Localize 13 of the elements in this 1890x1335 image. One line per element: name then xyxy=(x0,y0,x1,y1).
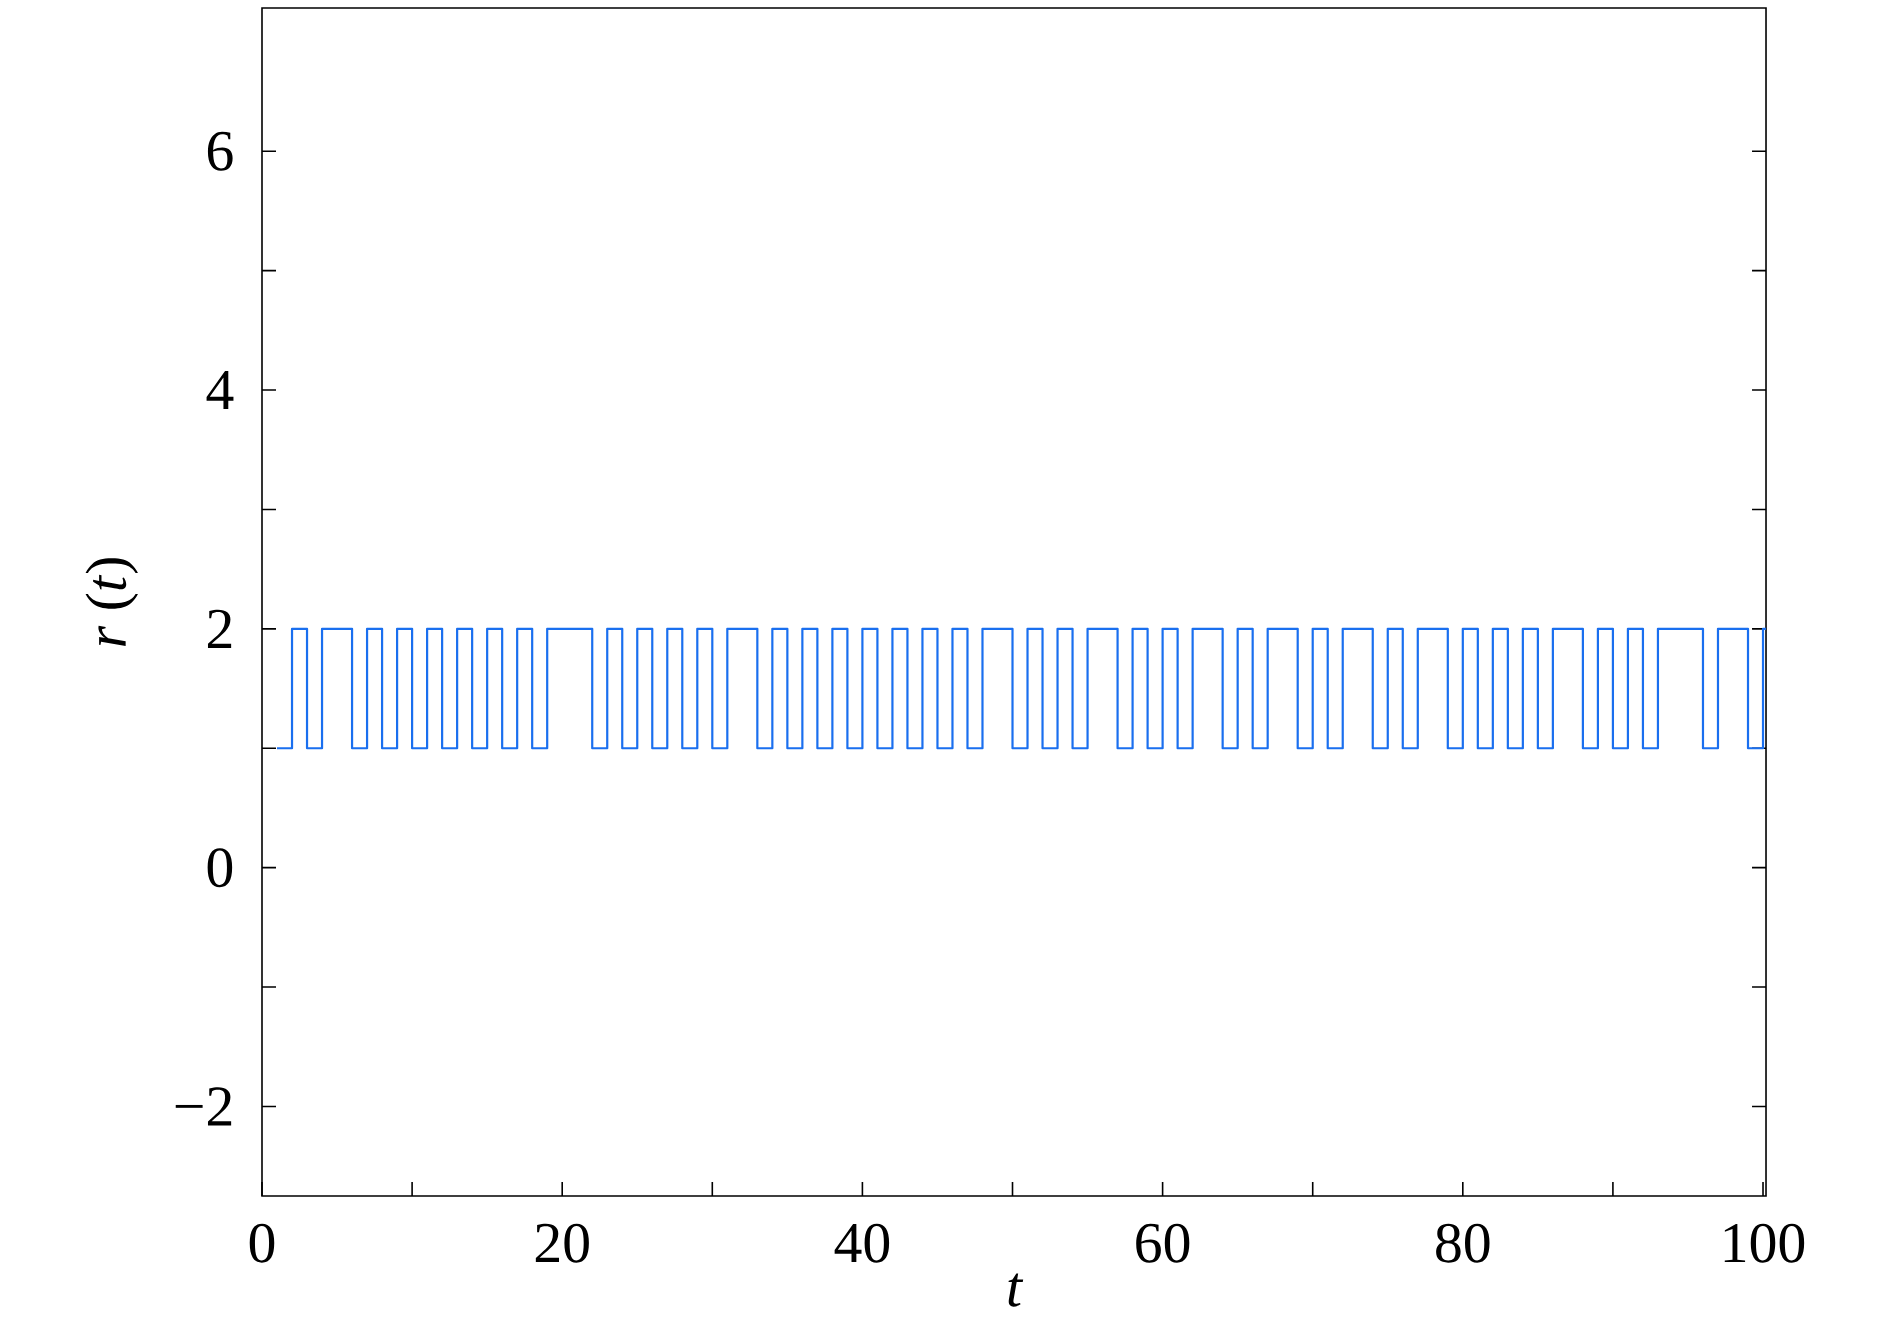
x-tick-label: 100 xyxy=(1724,1223,1805,1263)
x-tick-label: 60 xyxy=(1136,1223,1190,1263)
x-tick-label: 20 xyxy=(535,1223,589,1263)
x-tick-label: 0 xyxy=(249,1223,275,1263)
y-tick-label: 4 xyxy=(206,371,234,410)
y-tick-label: 6 xyxy=(207,131,233,171)
x-tick-label: 40 xyxy=(834,1223,890,1263)
y-tick-label: 2 xyxy=(207,609,232,648)
y-axis-title: r (t) xyxy=(85,558,138,647)
y-tick-label: 0 xyxy=(207,848,233,888)
x-tick-label: 80 xyxy=(1436,1223,1490,1263)
y-tick-label: −2 xyxy=(175,1087,232,1126)
x-axis-title: t xyxy=(1008,1273,1024,1307)
